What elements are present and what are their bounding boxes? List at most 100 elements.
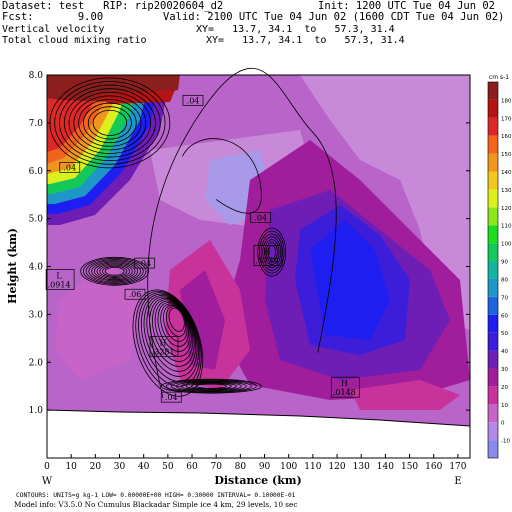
mixing-ratio-contour [165,306,187,337]
mixing-ratio-contour [143,295,198,377]
colorbar-swatch [488,314,498,333]
west-label: W [42,476,53,487]
colorbar-swatch [488,422,498,441]
colorbar-swatch [488,350,498,369]
contour-label-box [182,94,204,106]
extremum-kind: H [263,248,270,257]
colorbar-swatch [488,153,498,172]
colorbar-swatch [488,404,498,423]
x-tick-label: 60 [186,462,198,472]
contour-label: .04 [138,259,151,268]
y-tick-label: 1.0 [29,406,44,416]
shade-left-low [55,260,140,380]
x-tick-label: 160 [425,462,442,472]
mixing-ratio-contour [80,256,150,286]
colorbar-label: 80 [501,277,508,283]
contour-label: .06 [129,290,142,299]
mixing-ratio-contour [83,258,147,285]
colorbar-label: 0 [501,421,505,427]
extremum-value: .3281 [152,347,175,356]
x-tick-label: 10 [65,462,77,472]
contour-labels: .04.04.04.06.04.04L.0914H.3281H.0739H.01… [45,94,360,403]
extremum-value: .0148 [333,388,356,397]
x-tick-label: 140 [377,462,394,472]
colorbar-swatch [488,135,498,154]
mixing-ratio-contour [68,91,152,154]
colorbar-label: 30 [501,367,508,373]
extremum-box [253,245,283,266]
colorbar-swatch [488,99,498,118]
forecast-hour-label: Fcst: 9.00 [2,11,104,23]
mixing-ratio-contour [262,236,282,268]
mixing-ratio-contour [260,233,283,271]
colorbar-swatch [488,332,498,351]
colorbar-swatch [488,261,498,279]
colorbar-label: 20 [501,385,508,391]
mixing-ratio-contour [88,260,141,283]
contour-label: .04 [187,96,200,105]
colorbar-unit: cm s-1 [489,74,509,81]
x-tick-label: 130 [353,462,370,472]
y-tick-label: 3.0 [29,310,44,320]
mixing-ratio-contour [78,99,142,147]
shade-deep-blue-core [310,220,390,340]
colorbar-label: 40 [501,349,508,355]
x-tick-label: 100 [280,462,297,472]
mixing-ratio-contour [157,302,191,352]
colorbar-swatch [488,386,498,405]
mixing-ratio-contour [85,259,144,284]
x-tick-label: 30 [114,462,126,472]
x-tick-label: 80 [235,462,247,472]
mixing-ratio-contour [132,289,204,397]
mixing-ratio-contour [99,264,131,278]
mixing-ratio-contour [265,242,278,263]
colorbar-label: 70 [501,295,508,301]
mixing-ratio-contour [170,380,252,393]
footer-model-info: Model info: V3.5.0 No Cumulus Blackadar … [14,500,297,509]
y-tick-label: 6.0 [29,167,44,177]
init-time-label: Init: 1200 UTC Tue 04 Jun 02 [318,0,496,12]
y-tick-label: 8.0 [29,71,44,81]
mixing-ratio-contour [83,102,137,144]
mixing-ratio-contour [104,266,125,276]
mixing-ratio-contour [257,227,287,277]
mixing-ratio-contour [190,382,232,390]
colorbar-label: 60 [501,313,508,319]
mixing-ratio-contour [138,292,201,387]
footer-contours: CONTOURS: UNITS=g kg-1 LOW= 0.00000E+00 … [16,492,296,499]
mixing-ratio-contour [96,263,133,279]
mixing-ratio-contour [168,307,185,332]
colorbar-swatch [488,243,498,262]
colorbar-label: 120 [501,206,512,212]
mixing-ratio-contour [87,106,132,140]
mixing-ratio-contour [93,262,136,281]
colorbar-label: -10 [501,439,510,445]
colorbar-label: 160 [501,134,512,140]
colorbar-swatch [488,207,498,226]
shade-purple-updraft [180,270,225,370]
mixing-ratio-contour [182,138,262,214]
contour-label-box [134,257,156,269]
x-tick-label: 110 [304,462,321,472]
colorbar-swatch [488,171,498,190]
x-tick-label: 70 [210,462,222,472]
mixing-ratio-contour [73,95,147,151]
x-tick-label: 20 [90,462,102,472]
colorbar-swatch [488,440,498,458]
contour-label: .04 [63,163,76,172]
extremum-value: .0914 [48,280,71,289]
mixing-ratio-contour [91,261,139,282]
contour-label-box [59,162,81,173]
colorbar-swatch [488,296,498,315]
contour-label-box [124,288,146,300]
mixing-ratio-contour [195,383,227,389]
shade-lower-right [350,380,460,410]
colorbar-swatch [488,368,498,387]
y-tick-label: 2.0 [29,358,44,368]
extremum-kind: H [341,379,348,388]
mixing-ratio-contour [59,84,161,162]
mixing-ratio-contour [54,81,166,165]
colorbar-label: 170 [501,116,512,122]
colorbar-frame [487,81,499,459]
dataset-label: Dataset: test RIP: rip20020604_d2 [2,0,224,12]
